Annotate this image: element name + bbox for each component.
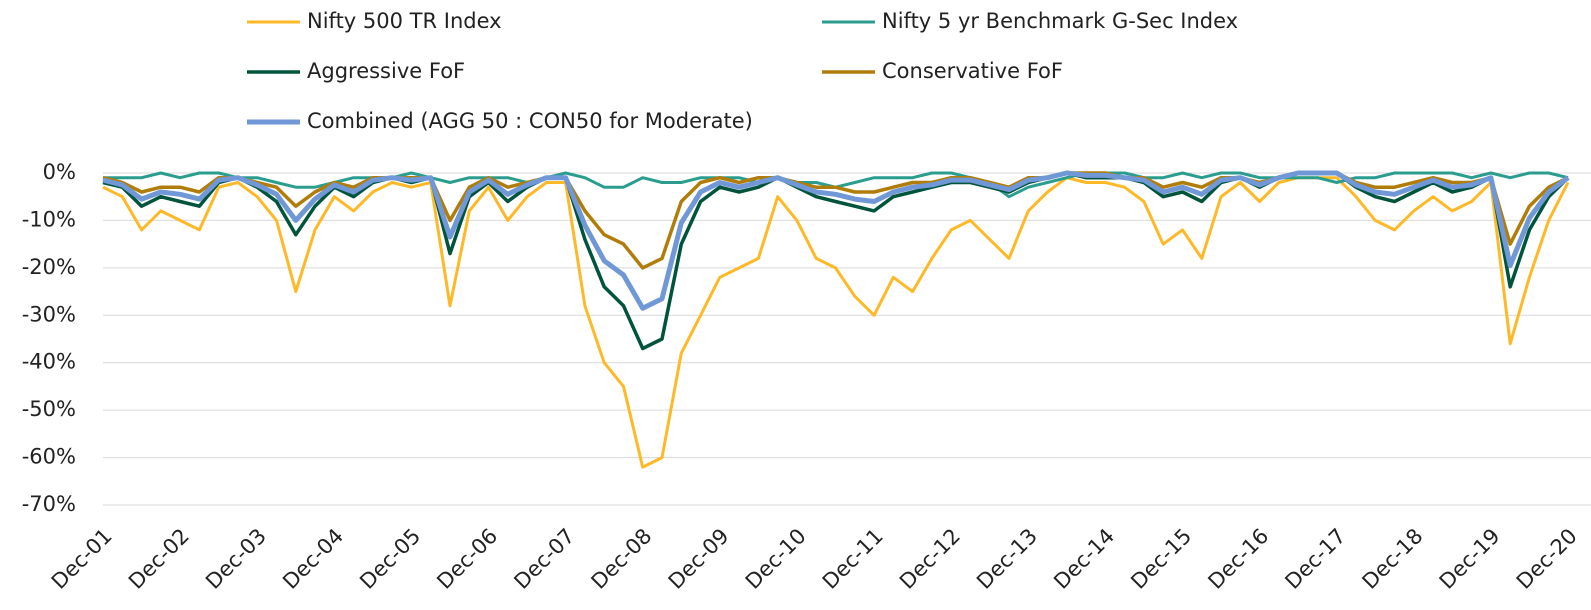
y-tick-label: -70% — [22, 492, 76, 516]
y-tick-label: -50% — [22, 397, 76, 421]
x-tick-label: Dec-07 — [509, 524, 579, 594]
x-tick-label: Dec-11 — [818, 524, 888, 594]
x-tick-label: Dec-18 — [1358, 524, 1428, 594]
x-tick-label: Dec-02 — [124, 524, 194, 594]
y-tick-label: 0% — [43, 160, 76, 184]
x-tick-label: Dec-01 — [47, 524, 117, 594]
x-tick-label: Dec-03 — [201, 524, 271, 594]
x-tick-label: Dec-15 — [1126, 524, 1196, 594]
legend-label: Nifty 500 TR Index — [307, 9, 502, 33]
x-tick-label: Dec-20 — [1512, 524, 1582, 594]
y-tick-label: -60% — [22, 445, 76, 469]
y-tick-label: -30% — [22, 302, 76, 326]
x-tick-label: Dec-19 — [1435, 524, 1505, 594]
x-tick-label: Dec-06 — [432, 524, 502, 594]
legend-label: Aggressive FoF — [307, 59, 465, 83]
legend-label: Conservative FoF — [882, 59, 1063, 83]
y-tick-label: -20% — [22, 255, 76, 279]
legend-label: Combined (AGG 50 : CON50 for Moderate) — [307, 109, 753, 133]
x-tick-label: Dec-17 — [1281, 524, 1351, 594]
x-tick-label: Dec-09 — [664, 524, 734, 594]
x-tick-label: Dec-10 — [741, 524, 811, 594]
x-tick-label: Dec-05 — [355, 524, 425, 594]
x-tick-label: Dec-13 — [972, 524, 1042, 594]
x-tick-label: Dec-14 — [1049, 524, 1119, 594]
x-tick-label: Dec-04 — [278, 524, 348, 594]
series-line — [102, 170, 1570, 311]
legend-label: Nifty 5 yr Benchmark G-Sec Index — [882, 9, 1238, 33]
y-tick-label: -40% — [22, 350, 76, 374]
series-line — [102, 176, 1570, 469]
series-line — [102, 171, 1570, 351]
y-tick-label: -10% — [22, 207, 76, 231]
x-tick-label: Dec-08 — [587, 524, 657, 594]
x-tick-label: Dec-16 — [1203, 524, 1273, 594]
x-tick-label: Dec-12 — [895, 524, 965, 594]
